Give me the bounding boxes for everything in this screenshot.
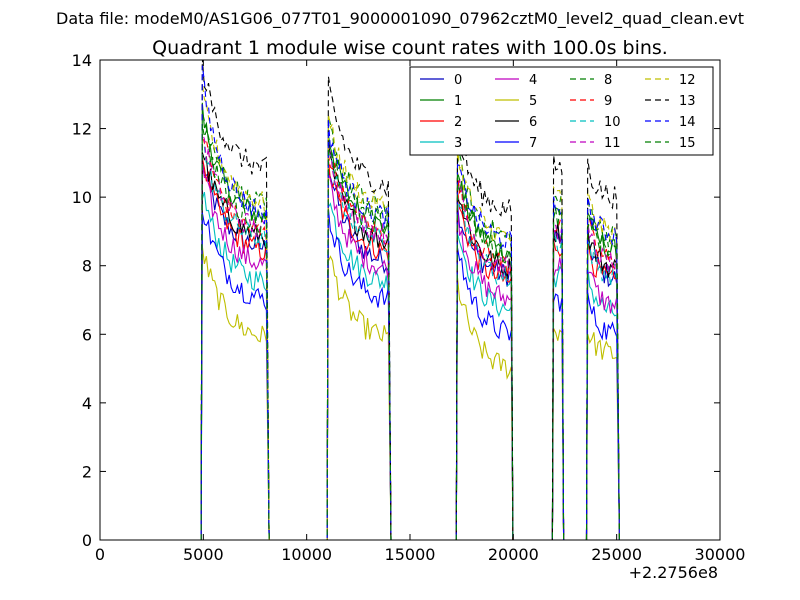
- legend-label: 8: [604, 73, 612, 88]
- x-axis-offset-label: +2.2756e8: [629, 563, 718, 582]
- legend-label: 0: [454, 73, 462, 88]
- legend-label: 13: [679, 94, 696, 109]
- series-line-1: [200, 102, 620, 540]
- legend-label: 10: [604, 115, 621, 130]
- series-line-2: [200, 157, 620, 540]
- legend-label: 2: [454, 115, 462, 130]
- data-file-label: Data file: modeM0/AS1G06_077T01_90000010…: [56, 9, 744, 29]
- x-tick-label: 20000: [488, 545, 539, 564]
- legend-label: 12: [679, 73, 696, 88]
- legend-label: 11: [604, 136, 621, 151]
- x-tick-label: 25000: [591, 545, 642, 564]
- chart-title: Quadrant 1 module wise count rates with …: [152, 37, 668, 59]
- y-tick-label: 6: [82, 325, 92, 344]
- series-line-12: [200, 83, 620, 540]
- series-line-9: [200, 134, 620, 540]
- legend-label: 1: [454, 94, 462, 109]
- series-line-15: [200, 124, 620, 540]
- legend-label: 14: [679, 115, 696, 130]
- series-line-7: [200, 208, 620, 540]
- x-tick-label: 15000: [385, 545, 436, 564]
- series-line-11: [200, 133, 620, 540]
- series-line-8: [200, 112, 620, 540]
- legend-label: 5: [529, 94, 537, 109]
- x-tick-label: 10000: [281, 545, 332, 564]
- y-tick-label: 0: [82, 531, 92, 550]
- axis-ticks: 0 5000 10000 15000 20000 25000 300000246810121…: [72, 51, 746, 564]
- series-lines: [200, 60, 620, 540]
- y-tick-label: 4: [82, 394, 92, 413]
- legend-box: [409, 66, 714, 156]
- y-tick-label: 8: [82, 257, 92, 276]
- legend-label: 3: [454, 136, 462, 151]
- x-tick-label: 30000: [695, 545, 746, 564]
- y-tick-label: 12: [72, 120, 92, 139]
- legend-label: 4: [529, 73, 537, 88]
- series-line-5: [200, 245, 620, 540]
- series-line-3: [200, 191, 620, 540]
- x-tick-label: 5000: [183, 545, 224, 564]
- legend-label: 7: [529, 136, 537, 151]
- series-line-13: [200, 60, 620, 540]
- y-tick-label: 10: [72, 188, 92, 207]
- y-tick-label: 14: [72, 51, 92, 70]
- y-tick-label: 2: [82, 462, 92, 481]
- legend-label: 6: [529, 115, 537, 130]
- legend-label: 9: [604, 94, 612, 109]
- legend-label: 15: [679, 136, 696, 151]
- series-line-4: [200, 161, 620, 540]
- x-tick-label: 0: [95, 545, 105, 564]
